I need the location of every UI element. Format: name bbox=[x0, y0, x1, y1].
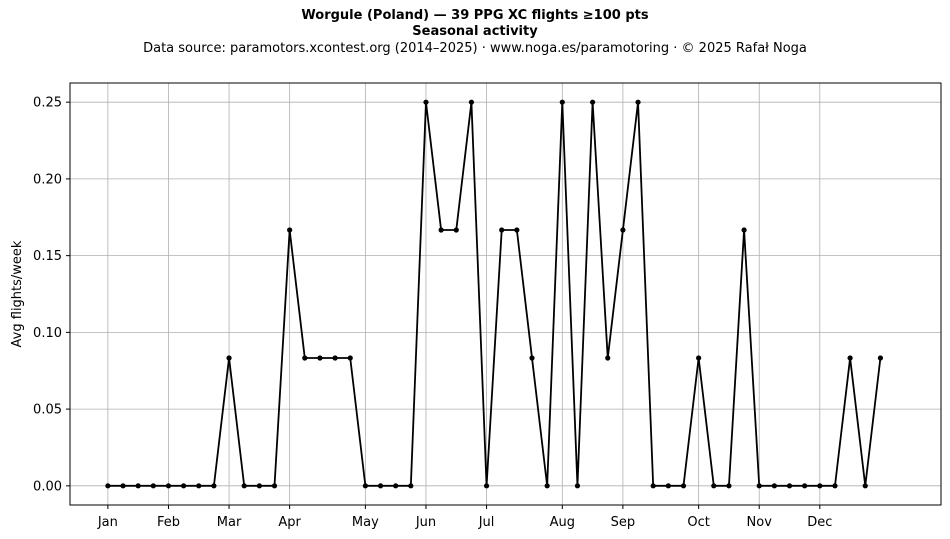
x-tick-label: Sep bbox=[611, 515, 636, 530]
chart-subtitle: Data source: paramotors.xcontest.org (20… bbox=[143, 41, 807, 56]
data-point bbox=[362, 483, 368, 489]
x-tick-label: Jan bbox=[97, 515, 118, 530]
data-point bbox=[120, 483, 126, 489]
data-point bbox=[332, 355, 338, 361]
data-point bbox=[817, 483, 823, 489]
data-point bbox=[832, 483, 838, 489]
y-axis-ticks: 0.00 0.05 0.10 0.15 0.20 0.25 bbox=[33, 96, 70, 494]
x-tick-label: Apr bbox=[278, 515, 301, 530]
data-point bbox=[438, 227, 444, 233]
data-point bbox=[620, 227, 626, 233]
data-point bbox=[741, 227, 747, 233]
data-point bbox=[483, 483, 490, 489]
data-point bbox=[211, 483, 217, 489]
data-point bbox=[711, 483, 717, 489]
grid-lines bbox=[70, 83, 941, 505]
data-point bbox=[408, 483, 414, 489]
x-tick-label: Oct bbox=[687, 515, 709, 530]
data-point bbox=[650, 483, 656, 489]
data-point bbox=[181, 483, 187, 489]
series-layer bbox=[105, 99, 884, 489]
data-point bbox=[302, 355, 308, 361]
data-point bbox=[165, 483, 172, 489]
series-line bbox=[107, 101, 882, 487]
data-point bbox=[453, 227, 459, 233]
data-point bbox=[105, 483, 111, 489]
data-point bbox=[680, 483, 687, 489]
y-tick-label: 0.25 bbox=[33, 96, 62, 111]
x-tick-label: Aug bbox=[550, 515, 575, 530]
data-point bbox=[393, 483, 399, 489]
data-point bbox=[786, 483, 793, 489]
data-point bbox=[635, 99, 641, 105]
data-point bbox=[605, 355, 611, 361]
data-point bbox=[317, 355, 323, 361]
data-point bbox=[574, 483, 581, 489]
x-tick-label: Mar bbox=[217, 515, 242, 530]
data-point bbox=[347, 355, 353, 361]
data-point bbox=[196, 483, 202, 489]
y-tick-label: 0.15 bbox=[33, 249, 62, 264]
x-tick-label: May bbox=[352, 515, 379, 530]
chart-title-line2: Seasonal activity bbox=[412, 24, 538, 39]
data-point bbox=[696, 355, 702, 361]
data-point bbox=[544, 483, 550, 489]
y-tick-label: 0.05 bbox=[33, 403, 62, 418]
x-tick-label: Feb bbox=[157, 515, 180, 530]
x-axis-ticks: Jan Feb Mar Apr May Jun Jul Aug Sep Oct Nov Dec bbox=[97, 505, 832, 530]
data-point bbox=[590, 99, 596, 105]
data-point bbox=[726, 483, 732, 489]
data-point bbox=[499, 227, 505, 233]
plot-frame bbox=[69, 82, 942, 506]
x-tick-label: Dec bbox=[807, 515, 832, 530]
data-point bbox=[514, 227, 520, 233]
x-tick-label: Jul bbox=[478, 515, 495, 530]
data-point bbox=[150, 483, 156, 489]
x-tick-label: Nov bbox=[747, 515, 773, 530]
data-point bbox=[559, 99, 565, 105]
data-point bbox=[256, 483, 262, 489]
data-point bbox=[377, 483, 384, 489]
data-point bbox=[665, 483, 671, 489]
data-point bbox=[423, 99, 429, 105]
y-tick-label: 0.10 bbox=[33, 326, 62, 341]
data-point bbox=[802, 483, 808, 489]
y-tick-label: 0.00 bbox=[33, 479, 62, 494]
y-tick-label: 0.20 bbox=[33, 172, 62, 187]
y-axis-label: Avg flights/week bbox=[10, 240, 25, 347]
data-point bbox=[226, 355, 232, 361]
data-point bbox=[529, 355, 535, 361]
data-point bbox=[135, 483, 141, 489]
chart-title: Worgule (Poland) — 39 PPG XC flights ≥10… bbox=[301, 8, 649, 23]
data-point bbox=[468, 99, 475, 105]
data-point bbox=[847, 355, 853, 361]
x-tick-label: Jun bbox=[415, 515, 436, 530]
data-point bbox=[756, 483, 762, 489]
data-point bbox=[862, 483, 868, 489]
data-point bbox=[287, 227, 293, 233]
data-point bbox=[877, 355, 884, 361]
chart-titles: Worgule (Poland) — 39 PPG XC flights ≥10… bbox=[0, 8, 950, 58]
data-point bbox=[241, 483, 247, 489]
data-point bbox=[271, 483, 278, 489]
data-point bbox=[771, 483, 777, 489]
